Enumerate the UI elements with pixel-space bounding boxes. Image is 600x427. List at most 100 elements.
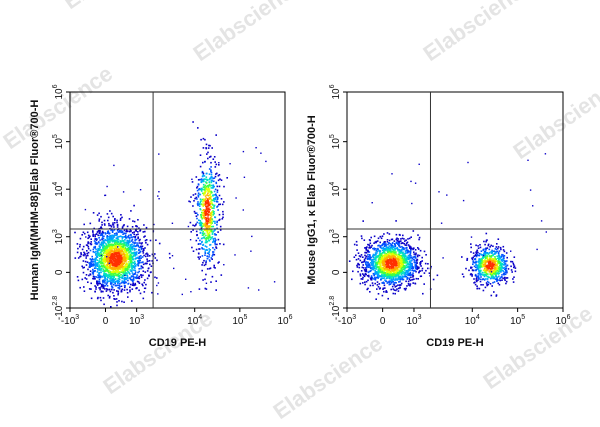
event-dot: [106, 267, 109, 269]
event-dot: [208, 187, 210, 190]
event-dot: [128, 251, 131, 253]
event-dot: [394, 269, 397, 271]
event-dot: [199, 198, 202, 200]
event-dot: [135, 253, 138, 256]
event-dot: [149, 263, 151, 266]
event-dot: [198, 193, 201, 196]
event-dot: [207, 237, 209, 240]
event-dot: [129, 241, 131, 243]
event-dot: [364, 273, 367, 276]
event-dot: [110, 285, 113, 287]
event-dot: [137, 244, 139, 247]
event-dot: [129, 269, 131, 271]
x-tick-label: 105: [232, 314, 247, 327]
event-dot: [213, 211, 215, 213]
event-dot: [395, 289, 397, 292]
event-dot: [106, 185, 108, 188]
event-dot: [356, 264, 358, 267]
event-dot: [500, 266, 502, 269]
event-dot: [126, 292, 129, 294]
event-dot: [359, 282, 362, 285]
event-dot: [407, 269, 410, 271]
event-dot: [393, 284, 396, 286]
event-dot: [111, 275, 114, 278]
event-dot: [214, 234, 216, 236]
event-dot: [102, 264, 105, 267]
event-dot: [486, 264, 489, 267]
event-dot: [208, 254, 211, 256]
event-dot: [132, 265, 134, 267]
event-dot: [197, 179, 200, 181]
event-dot: [94, 262, 97, 265]
event-dot: [101, 236, 104, 238]
event-dot: [199, 193, 202, 196]
event-dot: [205, 260, 207, 262]
event-dot: [496, 276, 499, 279]
event-dot: [220, 198, 223, 200]
event-dot: [394, 278, 397, 281]
event-dot: [197, 237, 200, 239]
event-dot: [142, 266, 144, 269]
event-dot: [477, 247, 480, 249]
event-dot: [104, 260, 106, 262]
event-dot: [122, 266, 124, 268]
event-dot: [388, 239, 391, 242]
event-dot: [412, 276, 414, 278]
event-dot: [381, 249, 384, 252]
event-dot: [197, 194, 200, 196]
event-dot: [377, 286, 380, 288]
event-dot: [492, 265, 495, 267]
event-dot: [478, 254, 481, 257]
event-dot: [210, 257, 213, 259]
event-dot: [398, 272, 401, 275]
event-dot: [206, 153, 208, 155]
event-dot: [505, 282, 507, 285]
event-dot: [106, 247, 108, 249]
event-dot: [371, 282, 374, 284]
event-dot: [124, 270, 127, 272]
event-dot: [488, 255, 491, 257]
event-dot: [494, 248, 497, 250]
event-dot: [132, 277, 135, 280]
event-dot: [106, 251, 108, 254]
event-dot: [115, 237, 118, 240]
event-dot: [202, 161, 204, 164]
event-dot: [386, 239, 389, 241]
event-dot: [404, 272, 407, 274]
event-dot: [113, 276, 115, 278]
event-dot: [482, 274, 484, 276]
event-dot: [96, 271, 99, 273]
event-dot: [133, 251, 136, 254]
event-dot: [137, 231, 139, 233]
event-dot: [105, 275, 107, 278]
event-dot: [198, 188, 200, 191]
event-dot: [413, 251, 415, 253]
event-dot: [99, 231, 101, 233]
event-dot: [216, 172, 218, 175]
y-tick-label: 106: [52, 84, 65, 99]
event-dot: [112, 268, 115, 270]
event-dot: [368, 263, 371, 265]
event-dot: [145, 226, 148, 229]
event-dot: [123, 273, 125, 275]
event-dot: [408, 256, 410, 259]
event-dot: [196, 234, 198, 236]
event-dot: [138, 289, 140, 292]
event-dot: [209, 243, 212, 246]
event-dot: [376, 252, 378, 254]
event-dot: [140, 243, 143, 245]
event-dot: [385, 244, 387, 247]
event-dot: [499, 246, 502, 249]
event-dot: [503, 273, 505, 276]
event-dot: [379, 252, 381, 255]
event-dot: [112, 235, 115, 238]
event-dot: [114, 260, 117, 262]
event-dot: [115, 247, 118, 250]
event-dot: [388, 281, 390, 284]
event-dot: [208, 235, 211, 238]
event-dot: [487, 283, 489, 286]
event-dot: [390, 288, 392, 291]
event-dot: [396, 237, 398, 240]
event-dot: [202, 230, 204, 233]
event-dot: [126, 248, 129, 250]
